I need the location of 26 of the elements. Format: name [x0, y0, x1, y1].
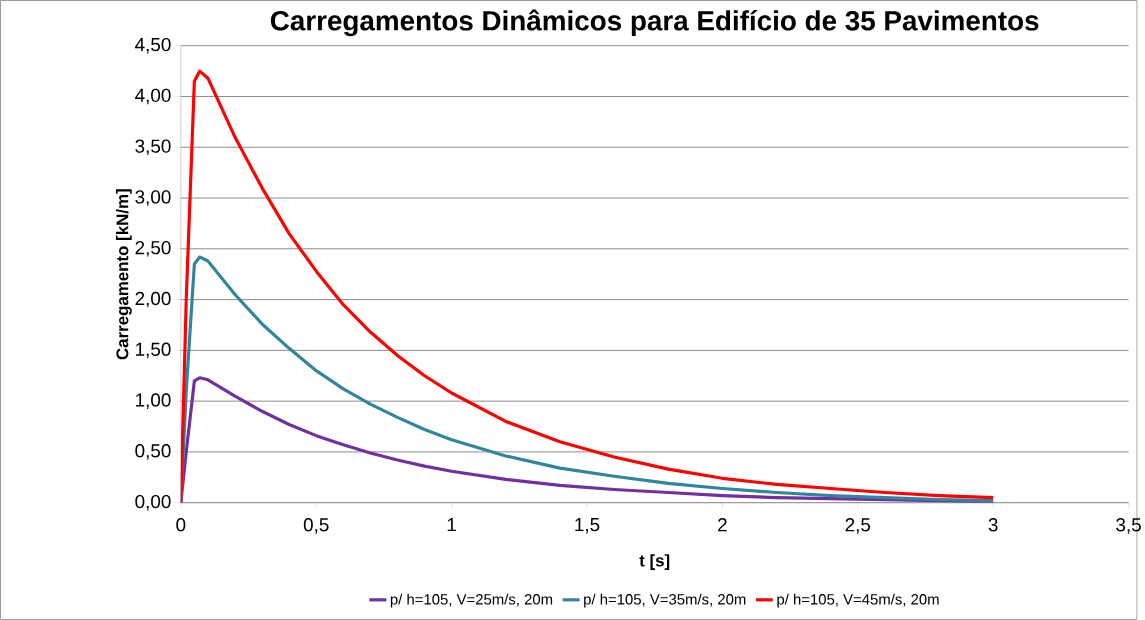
- legend-label: p/ h=105, V=25m/s, 20m: [390, 593, 553, 608]
- y-tick-label: 3,50: [135, 139, 171, 156]
- line-series: [180, 255, 995, 503]
- x-tick-label: 3: [988, 518, 998, 532]
- y-tick-label: 1,50: [136, 342, 171, 359]
- y-tick-label: 3,00: [135, 190, 171, 206]
- legend-label: p/ h=105, V=45m/s, 20m: [777, 593, 939, 608]
- y-tick-label: 1,00: [136, 393, 171, 409]
- y-axis-title: Carregamento [kN/m]: [115, 189, 132, 360]
- x-tick-label: 3,5: [1116, 518, 1141, 534]
- y-tick-label: 2,50: [135, 241, 171, 257]
- x-tick-label: 2,5: [845, 518, 871, 534]
- legend-label: p/ h=105, V=35m/s, 20m: [584, 593, 746, 608]
- y-tick-label: 4,50: [135, 37, 171, 54]
- x-tick-label: 1: [447, 518, 456, 532]
- x-tick-label: 0: [176, 518, 186, 532]
- line-series: [180, 69, 995, 503]
- y-tick-label: 0,00: [135, 494, 171, 511]
- y-tick-label: 0,50: [135, 444, 171, 460]
- y-tick-label: 2,00: [135, 291, 171, 308]
- x-tick-label: 2: [718, 518, 727, 532]
- x-axis-title: t [s]: [639, 554, 670, 570]
- x-tick-label: 0,5: [303, 518, 329, 534]
- x-tick-label: 1,5: [575, 518, 600, 534]
- chart-title: Carregamentos Dinâmicos para Edifício de 35 Pavimentos: [270, 9, 1039, 37]
- y-tick-label: 4,00: [135, 88, 171, 105]
